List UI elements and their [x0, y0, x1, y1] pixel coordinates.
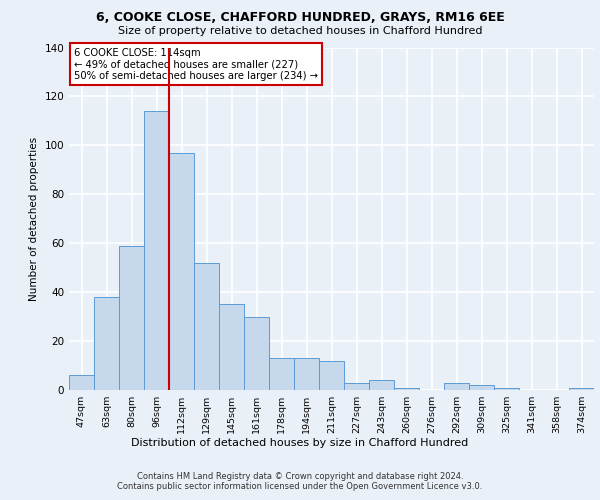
Text: 6 COOKE CLOSE: 114sqm
← 49% of detached houses are smaller (227)
50% of semi-det: 6 COOKE CLOSE: 114sqm ← 49% of detached … — [74, 48, 318, 80]
Y-axis label: Number of detached properties: Number of detached properties — [29, 136, 39, 301]
Bar — [69, 376, 94, 390]
Bar — [194, 263, 219, 390]
Bar — [469, 385, 494, 390]
Bar — [269, 358, 294, 390]
Text: Contains HM Land Registry data © Crown copyright and database right 2024.: Contains HM Land Registry data © Crown c… — [137, 472, 463, 481]
Bar — [294, 358, 319, 390]
Text: Size of property relative to detached houses in Chafford Hundred: Size of property relative to detached ho… — [118, 26, 482, 36]
Bar — [244, 316, 269, 390]
Bar — [494, 388, 519, 390]
Bar — [119, 246, 144, 390]
Bar — [319, 360, 344, 390]
Text: Contains public sector information licensed under the Open Government Licence v3: Contains public sector information licen… — [118, 482, 482, 491]
Bar — [569, 388, 594, 390]
Bar — [94, 297, 119, 390]
Text: 6, COOKE CLOSE, CHAFFORD HUNDRED, GRAYS, RM16 6EE: 6, COOKE CLOSE, CHAFFORD HUNDRED, GRAYS,… — [95, 11, 505, 24]
Bar — [169, 152, 194, 390]
Bar — [369, 380, 394, 390]
Bar — [344, 382, 369, 390]
Bar — [219, 304, 244, 390]
Bar — [444, 382, 469, 390]
Text: Distribution of detached houses by size in Chafford Hundred: Distribution of detached houses by size … — [131, 438, 469, 448]
Bar — [144, 111, 169, 390]
Bar — [394, 388, 419, 390]
